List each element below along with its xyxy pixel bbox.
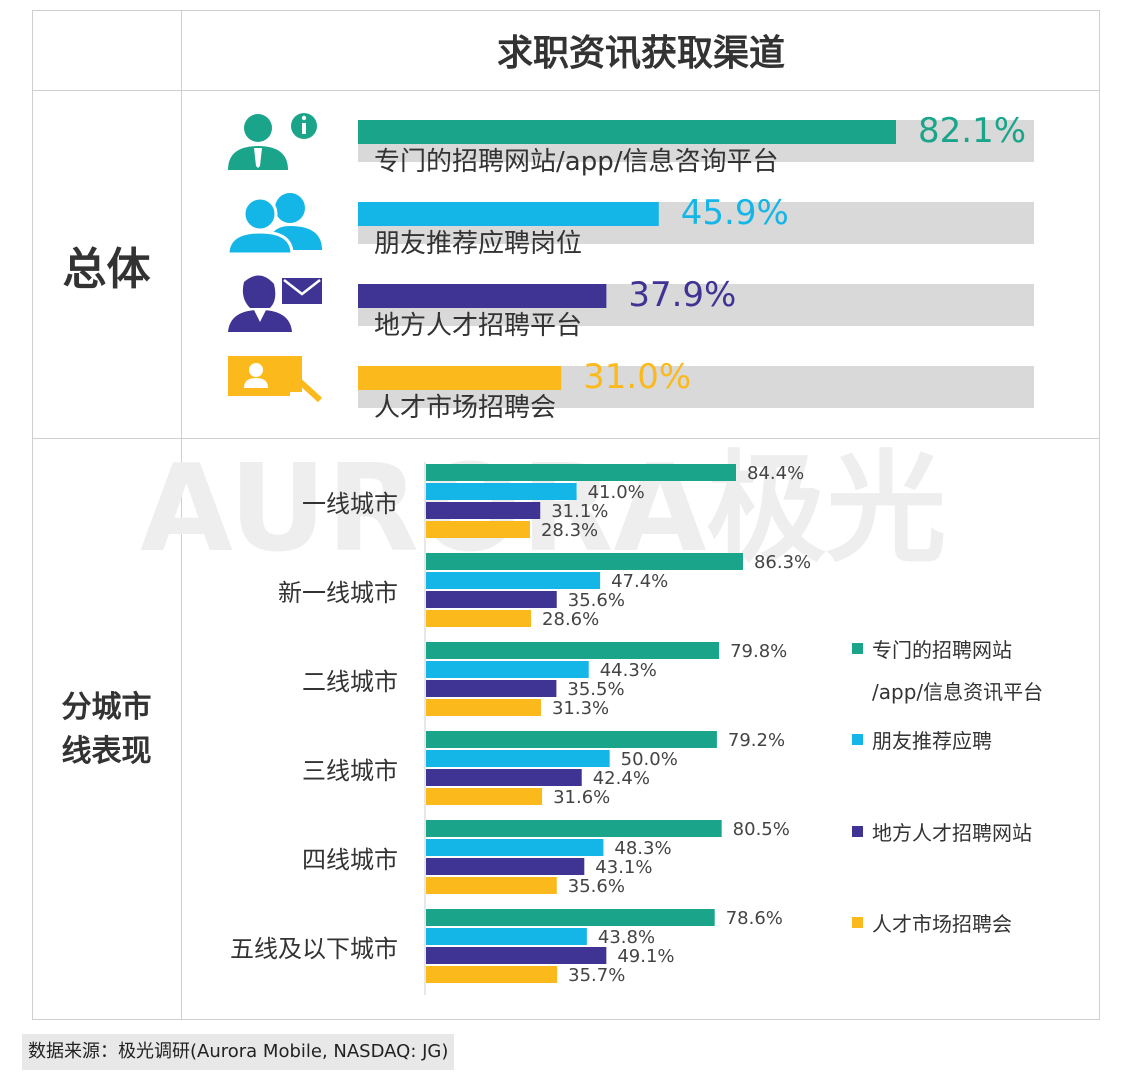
data-label: 31.3%	[552, 698, 609, 719]
category-label: 人才市场招聘会	[374, 393, 556, 423]
data-label: 47.4%	[611, 571, 668, 592]
table-frame	[32, 10, 1100, 1020]
data-label: 28.3%	[541, 520, 598, 541]
city-tier-label-line1: 分城市	[61, 689, 152, 725]
bar	[426, 464, 736, 481]
data-label: 86.3%	[754, 552, 811, 573]
legend-swatch-local	[852, 826, 863, 837]
data-label: 37.9%	[628, 275, 736, 315]
data-label: 49.1%	[617, 946, 674, 967]
category-label: 三线城市	[302, 757, 398, 785]
overall-bar-chart: 82.1% 专门的招聘网站/app/信息咨询平台 45.9% 朋友推荐应聘岗位 37.9…	[358, 112, 1034, 423]
city-tier-bar-chart: 一线城市84.4%41.0%31.1%28.3%新一线城市86.3%47.4%3…	[230, 462, 811, 995]
legend-label-website-line1: 专门的招聘网站	[872, 638, 1012, 662]
legend-label-local: 地方人才招聘网站	[872, 821, 1032, 845]
city-tier-label: 分城市 线表现	[32, 439, 181, 1020]
data-label: 31.6%	[553, 787, 610, 808]
bar	[426, 521, 530, 538]
page-title: 求职资讯获取渠道	[496, 33, 785, 74]
divider-label-column	[181, 10, 182, 1020]
data-label: 35.6%	[568, 876, 625, 897]
bar	[358, 202, 659, 226]
category-label: 地方人才招聘平台	[374, 311, 582, 341]
category-label: 五线及以下城市	[230, 935, 398, 963]
bar	[426, 877, 557, 894]
data-label: 42.4%	[593, 768, 650, 789]
legend-label-fair: 人才市场招聘会	[872, 912, 1012, 936]
bar	[426, 680, 557, 697]
data-label: 31.0%	[583, 357, 691, 397]
bar	[426, 591, 557, 608]
data-label: 35.5%	[567, 679, 624, 700]
bar	[426, 966, 558, 983]
data-label: 50.0%	[621, 749, 678, 770]
bar	[426, 858, 585, 875]
data-label: 28.6%	[542, 609, 599, 630]
data-label: 41.0%	[588, 482, 645, 503]
id-card-icon	[228, 356, 323, 402]
data-label: 78.6%	[726, 908, 783, 929]
category-label: 四线城市	[302, 846, 398, 874]
bar	[426, 769, 582, 786]
category-label: 一线城市	[302, 490, 398, 518]
bar	[426, 502, 541, 519]
legend-swatch-website	[852, 643, 863, 654]
bar	[426, 572, 601, 589]
bar	[426, 610, 532, 627]
data-label: 45.9%	[681, 193, 789, 233]
bar	[426, 731, 717, 748]
data-label: 82.1%	[918, 112, 1026, 151]
divider-title	[32, 90, 1100, 91]
data-label: 35.6%	[568, 590, 625, 611]
data-label: 79.2%	[728, 730, 785, 751]
legend-swatch-friend	[852, 734, 863, 745]
data-label: 48.3%	[614, 838, 671, 859]
data-label: 44.3%	[600, 660, 657, 681]
legend-label-friend: 朋友推荐应聘	[872, 729, 992, 753]
bar	[358, 284, 607, 308]
bar	[426, 928, 587, 945]
data-label: 43.8%	[598, 927, 655, 948]
data-source-note: 数据来源：极光调研(Aurora Mobile, NASDAQ: JG)	[22, 1034, 455, 1070]
data-label: 43.1%	[595, 857, 652, 878]
bar	[426, 839, 604, 856]
legend-swatch-fair	[852, 917, 863, 928]
bar	[426, 699, 541, 716]
bar	[426, 909, 715, 926]
data-label: 35.7%	[568, 965, 625, 986]
data-label: 84.4%	[747, 463, 804, 484]
category-label: 新一线城市	[278, 579, 398, 607]
data-label: 31.1%	[551, 501, 608, 522]
bar	[426, 750, 610, 767]
bar	[426, 642, 720, 659]
category-label: 专门的招聘网站/app/信息咨询平台	[374, 147, 778, 177]
overall-label: 总体	[62, 243, 151, 295]
bar	[358, 120, 896, 144]
data-label: 79.8%	[730, 641, 787, 662]
bar	[426, 947, 607, 964]
category-label: 二线城市	[302, 668, 398, 696]
woman-mail-icon	[228, 275, 322, 332]
bar	[426, 553, 743, 570]
bar	[426, 483, 577, 500]
data-label: 80.5%	[733, 819, 790, 840]
bar	[358, 366, 562, 390]
two-people-icon	[226, 193, 322, 256]
bar	[426, 788, 543, 805]
info-person-icon	[228, 113, 317, 170]
bar	[426, 820, 722, 837]
city-tier-label-line2: 线表现	[61, 733, 152, 769]
divider-sections	[32, 438, 1100, 439]
category-label: 朋友推荐应聘岗位	[374, 229, 582, 259]
bar	[426, 661, 589, 678]
legend-label-website-line2: /app/信息资讯平台	[872, 680, 1044, 704]
